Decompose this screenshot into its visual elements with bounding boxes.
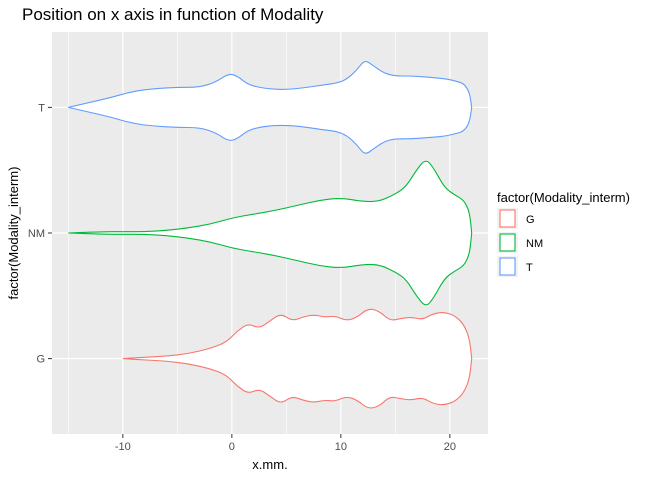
x-tick-label: 10 xyxy=(335,441,347,453)
legend-key-nm xyxy=(499,233,516,252)
x-tick-label: -10 xyxy=(115,441,131,453)
legend-key-t xyxy=(499,257,516,276)
violin-nm xyxy=(68,160,473,306)
y-tick-label: G xyxy=(36,354,45,366)
violin-t xyxy=(68,61,473,154)
axes: -10 0 10 20 G NM T xyxy=(28,102,456,453)
x-tick-label: 20 xyxy=(444,441,456,453)
legend: factor(Modality_interm) G NM T xyxy=(497,190,630,277)
legend-title: factor(Modality_interm) xyxy=(497,190,630,205)
violins xyxy=(68,61,473,409)
legend-label-nm: NM xyxy=(526,238,543,250)
legend-label-g: G xyxy=(526,214,535,226)
y-tick-label: NM xyxy=(28,228,45,240)
y-axis-title: factor(Modality_interm) xyxy=(6,167,21,300)
x-tick-label: 0 xyxy=(229,441,235,453)
legend-key-g xyxy=(499,209,516,228)
violin-g xyxy=(122,308,473,409)
chart-title: Position on x axis in function of Modali… xyxy=(22,5,324,24)
x-axis-title: x.mm. xyxy=(252,457,287,472)
legend-label-t: T xyxy=(526,262,533,274)
y-tick-label: T xyxy=(38,102,45,114)
